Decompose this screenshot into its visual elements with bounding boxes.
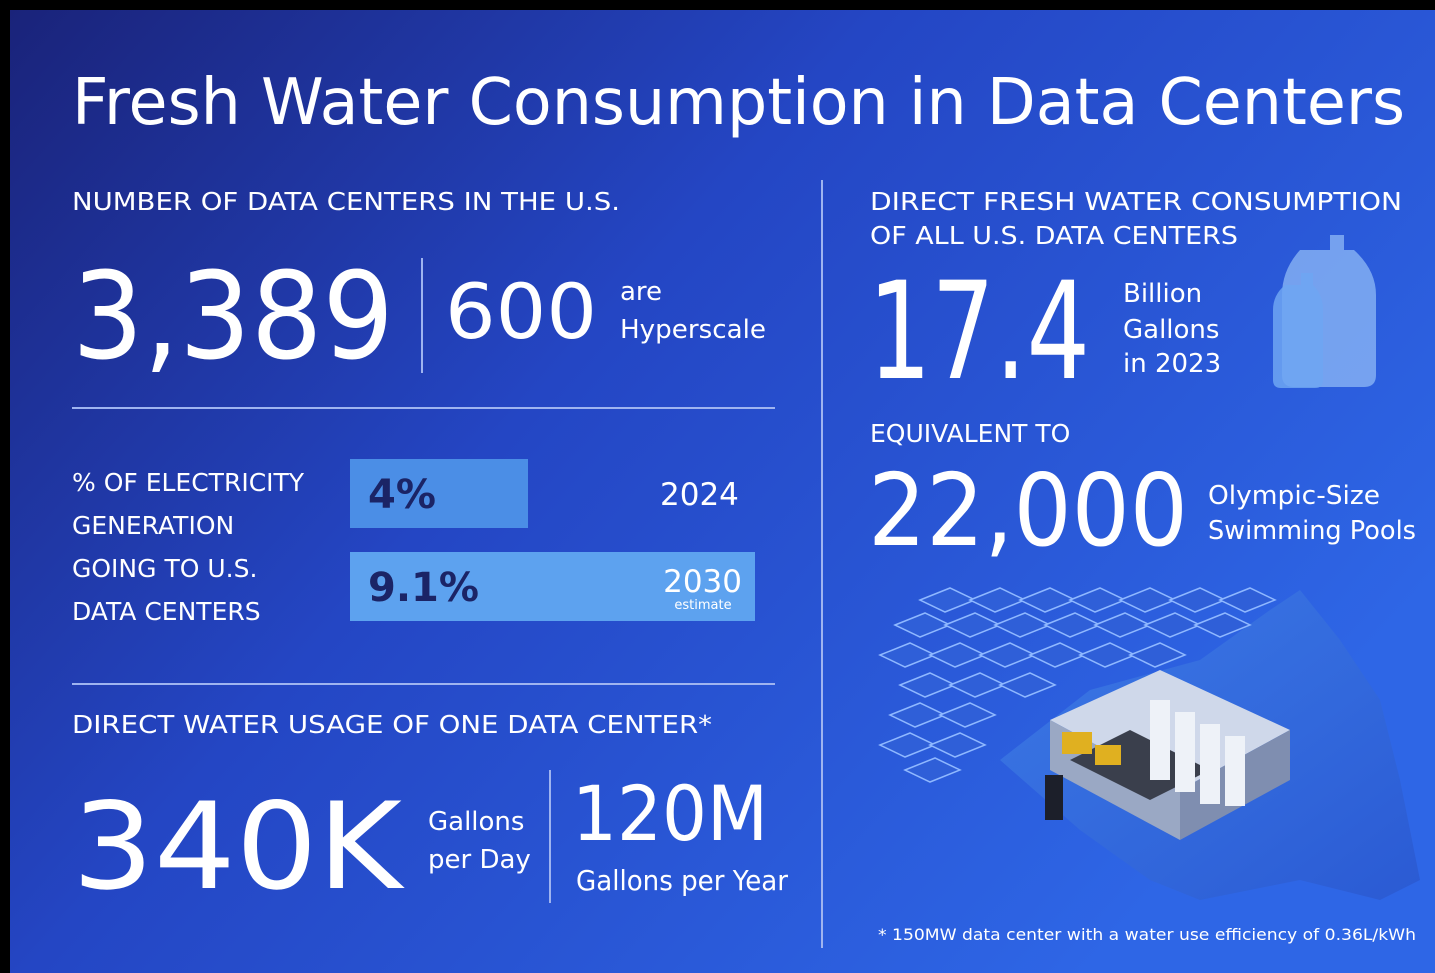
stat-caption: Olympic-Size <box>1208 481 1380 511</box>
bar-year: 2030 <box>663 564 742 600</box>
stat-number: 120M <box>572 769 768 858</box>
bar-label: 9.1% <box>368 565 479 611</box>
section-heading: % OF ELECTRICITY <box>72 468 305 497</box>
section-heading: NUMBER OF DATA CENTERS IN THE U.S. <box>72 187 620 216</box>
stat-number: 17.4 <box>868 253 1090 410</box>
solar-panels <box>878 587 1277 783</box>
bar-note: estimate <box>674 598 731 613</box>
section-heading: GENERATION <box>72 511 234 540</box>
bars <box>350 459 755 621</box>
water-bottles <box>1273 235 1376 388</box>
stat-number: 3,389 <box>72 248 394 387</box>
stat-number: 340K <box>72 778 406 917</box>
stat-caption: are <box>620 277 662 307</box>
stat-caption: Gallons per Year <box>576 864 788 897</box>
stat-caption: Swimming Pools <box>1208 516 1416 546</box>
stat-caption: Hyperscale <box>620 315 766 345</box>
bar <box>350 459 529 528</box>
stat-caption: Gallons <box>428 807 524 837</box>
section-heading: DIRECT WATER USAGE OF ONE DATA CENTER* <box>72 710 712 739</box>
section-heading: DIRECT FRESH WATER CONSUMPTION <box>870 187 1402 216</box>
bar-label: 4% <box>368 472 436 518</box>
section-heading: EQUIVALENT TO <box>870 419 1070 448</box>
stat-number: 22,000 <box>868 452 1188 569</box>
stat-caption: per Day <box>428 845 531 875</box>
data-center-building <box>1045 670 1290 840</box>
section-heading: OF ALL U.S. DATA CENTERS <box>870 221 1238 250</box>
section-heading: DATA CENTERS <box>72 597 261 626</box>
stat-number: 600 <box>445 267 597 356</box>
bar <box>350 552 755 621</box>
section-heading: GOING TO U.S. <box>72 554 257 583</box>
stat-caption: Gallons <box>1123 315 1219 345</box>
title: Fresh Water Consumption in Data Centers <box>72 66 1405 140</box>
footnote: * 150MW data center with a water use eff… <box>878 925 1416 944</box>
stat-caption: Billion <box>1123 279 1202 309</box>
illustration <box>878 235 1420 900</box>
stat-caption: in 2023 <box>1123 349 1221 379</box>
bar-year: 2024 <box>660 477 739 513</box>
